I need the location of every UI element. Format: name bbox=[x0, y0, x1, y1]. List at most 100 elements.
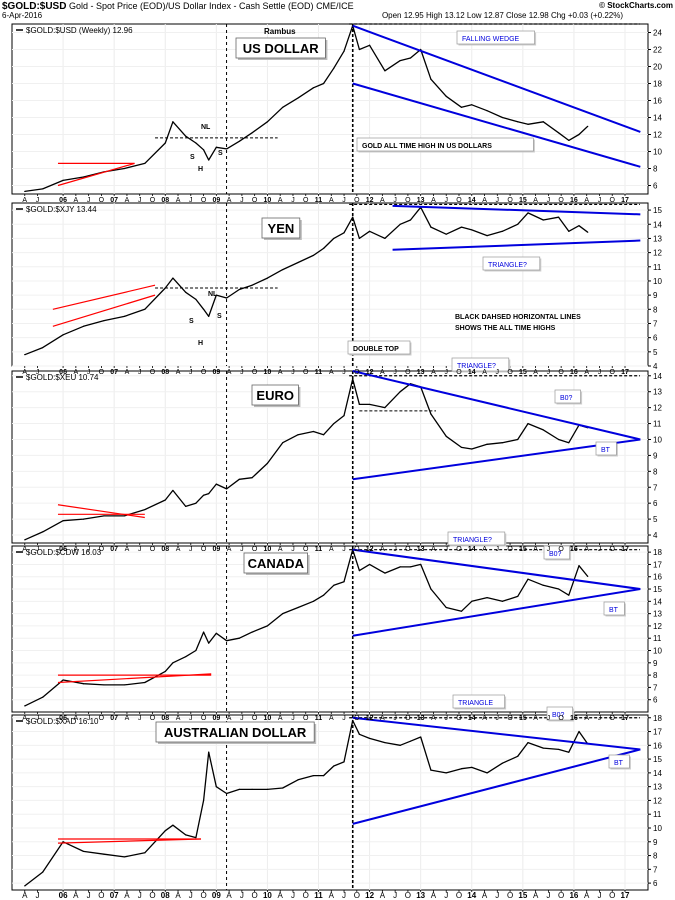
x-tick-label: 10 bbox=[264, 369, 272, 376]
price-point bbox=[587, 575, 589, 577]
price-point bbox=[312, 254, 314, 257]
price-point bbox=[409, 219, 412, 221]
x-tick-label: A bbox=[431, 197, 436, 204]
x-tick-label: 12 bbox=[365, 891, 374, 900]
price-point bbox=[358, 733, 360, 735]
price-point bbox=[195, 298, 197, 300]
x-tick-label: J bbox=[444, 715, 448, 722]
x-tick-label: A bbox=[175, 891, 181, 900]
price-point bbox=[103, 853, 105, 855]
price-point bbox=[333, 422, 335, 425]
x-tick-label: J bbox=[138, 369, 142, 376]
x-tick-label: 08 bbox=[161, 715, 169, 722]
price-point bbox=[471, 229, 473, 231]
x-tick-label: O bbox=[150, 197, 156, 204]
x-tick-label: A bbox=[227, 546, 232, 553]
y-tick-label: 9 bbox=[653, 451, 658, 460]
panel-4: 6 7 8 9 10 11 12 13 14 15 16 17 18 $GOLD:$CDW 16.03 CA… bbox=[11, 531, 662, 714]
x-tick-label: O bbox=[252, 369, 258, 376]
y-tick-label: 5 bbox=[653, 348, 658, 357]
x-tick-label: A bbox=[125, 369, 130, 376]
legend-label: $GOLD:$XJY 13.44 bbox=[26, 205, 97, 214]
x-tick-label: J bbox=[189, 546, 193, 553]
price-point bbox=[24, 354, 26, 356]
price-point bbox=[251, 631, 253, 633]
x-tick-label: A bbox=[74, 369, 79, 376]
price-point bbox=[208, 493, 210, 495]
price-point bbox=[333, 765, 335, 767]
price-point bbox=[460, 768, 463, 770]
x-tick-label: 11 bbox=[314, 891, 323, 900]
price-point bbox=[185, 656, 187, 658]
x-tick-label: 15 bbox=[518, 891, 527, 900]
x-tick-label: 15 bbox=[519, 369, 527, 376]
x-tick-label: O bbox=[354, 891, 360, 900]
x-tick-label: A bbox=[329, 891, 335, 900]
y-tick-label: 5 bbox=[653, 515, 658, 524]
x-tick-label: J bbox=[240, 891, 244, 900]
annotation-label: S bbox=[190, 154, 195, 161]
panel-frame bbox=[11, 23, 649, 195]
x-tick-label: 13 bbox=[416, 891, 425, 900]
y-tick-label: 4 bbox=[653, 362, 658, 371]
y-tick-label: 20 bbox=[653, 63, 662, 72]
x-tick-label: O bbox=[201, 715, 207, 722]
x-tick-label: J bbox=[342, 546, 346, 553]
blue-trendline-upper bbox=[352, 370, 641, 441]
price-point bbox=[24, 705, 26, 707]
annotation-label: BLACK DAHSED HORIZONTAL LINES bbox=[455, 314, 581, 321]
x-tick-label: 06 bbox=[59, 715, 67, 722]
price-point bbox=[578, 730, 580, 733]
price-point bbox=[24, 190, 26, 193]
price-point bbox=[430, 413, 432, 415]
panel-label: AUSTRALIAN DOLLAR bbox=[164, 725, 307, 740]
y-tick-label: 10 bbox=[653, 824, 662, 833]
price-point bbox=[297, 434, 299, 436]
panel-label: US DOLLAR bbox=[243, 41, 319, 56]
price-point bbox=[501, 230, 504, 232]
x-tick-label: A bbox=[380, 891, 386, 900]
x-tick-label: A bbox=[482, 197, 487, 204]
x-tick-label: 16 bbox=[570, 197, 578, 204]
x-tick-label: O bbox=[201, 197, 207, 204]
legend-label: $GOLD:$USD (Weekly) 12.96 bbox=[26, 26, 133, 35]
x-tick-label: 11 bbox=[315, 369, 323, 376]
y-tick-label: 13 bbox=[653, 783, 662, 792]
x-tick-label: O bbox=[99, 197, 105, 204]
price-point bbox=[343, 761, 345, 763]
panel-label-box bbox=[235, 37, 326, 59]
price-point bbox=[527, 422, 529, 425]
price-point bbox=[225, 488, 228, 490]
price-point bbox=[208, 751, 210, 753]
price-point bbox=[501, 600, 504, 602]
x-tick-label: J bbox=[87, 891, 91, 900]
price-point bbox=[82, 850, 85, 853]
x-tick-label: O bbox=[303, 369, 309, 376]
price-point bbox=[384, 237, 386, 240]
annotation-box bbox=[347, 340, 411, 355]
x-tick-label: J bbox=[547, 369, 551, 376]
annotation-label: B0? bbox=[552, 712, 565, 719]
x-tick-label: J bbox=[87, 546, 91, 553]
x-tick-label: J bbox=[496, 546, 500, 553]
x-tick-label: O bbox=[252, 197, 258, 204]
price-point bbox=[517, 223, 519, 225]
x-tick-label: 08 bbox=[161, 546, 169, 553]
x-tick-label: O bbox=[610, 715, 616, 722]
price-point bbox=[486, 110, 488, 112]
y-tick-label: 15 bbox=[653, 206, 662, 215]
x-tick-label: J bbox=[444, 546, 448, 553]
x-tick-label: 06 bbox=[59, 369, 67, 376]
x-tick-label: J bbox=[444, 369, 448, 376]
price-point bbox=[297, 97, 299, 99]
annotation-box bbox=[482, 256, 541, 271]
x-tick-label: J bbox=[547, 715, 551, 722]
annotation-label: SHOWS THE ALL TIME HIGHS bbox=[455, 325, 556, 332]
y-tick-label: 8 bbox=[653, 305, 658, 314]
price-point bbox=[42, 871, 44, 873]
x-tick-label: O bbox=[354, 369, 360, 376]
y-tick-label: 17 bbox=[653, 560, 662, 569]
x-tick-label: J bbox=[189, 715, 193, 722]
price-point bbox=[471, 766, 473, 768]
price-point bbox=[430, 226, 432, 228]
